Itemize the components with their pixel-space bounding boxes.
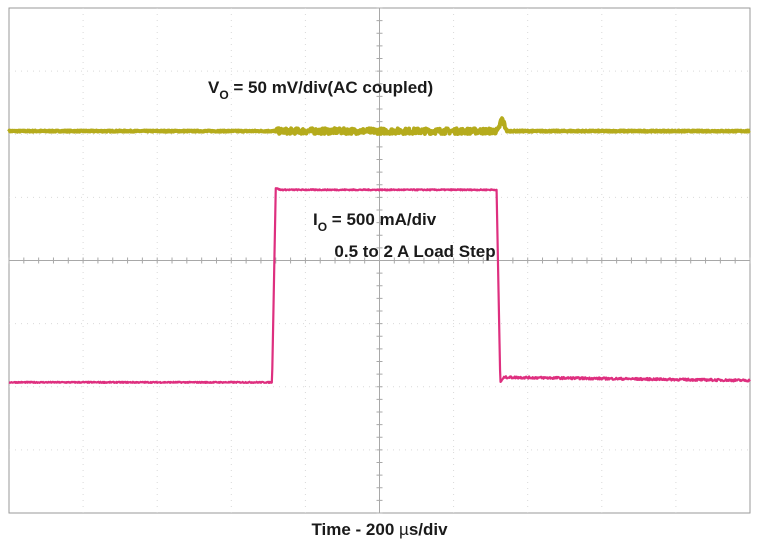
vo-trace bbox=[7, 116, 752, 136]
load-step-annotation: 0.5 to 2 A Load Step bbox=[334, 242, 495, 261]
vo-annotation: VO = 50 mV/div(AC coupled) bbox=[208, 78, 433, 102]
io-annotation: IO = 500 mA/div bbox=[313, 210, 437, 234]
io-trace bbox=[8, 187, 751, 384]
grid bbox=[8, 7, 751, 514]
x-axis-label: Time - 200 µs/div bbox=[311, 520, 448, 539]
traces bbox=[7, 116, 752, 384]
